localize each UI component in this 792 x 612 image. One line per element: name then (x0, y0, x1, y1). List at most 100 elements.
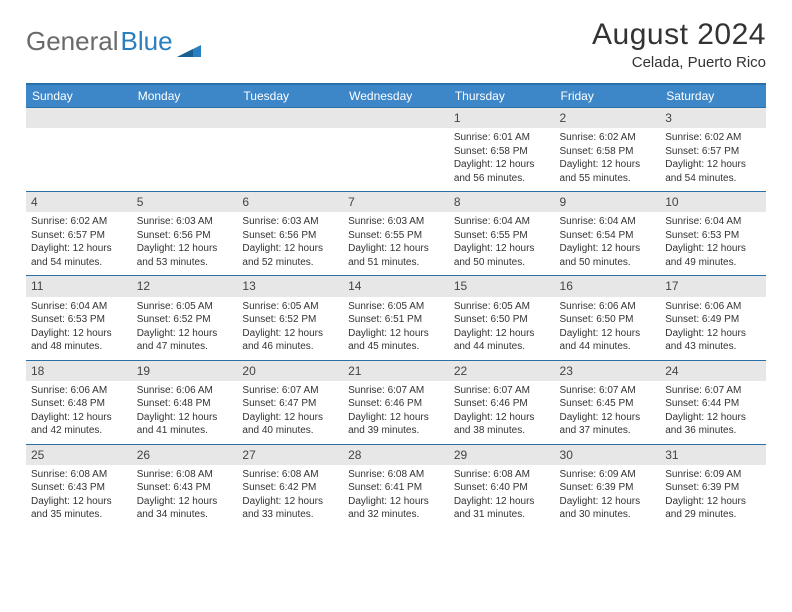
location: Celada, Puerto Rico (592, 54, 766, 71)
daylight-line: Daylight: 12 hours and 48 minutes. (31, 327, 127, 354)
daylight-line: Daylight: 12 hours and 49 minutes. (665, 242, 761, 269)
day-cell: 18Sunrise: 6:06 AMSunset: 6:48 PMDayligh… (26, 360, 132, 444)
day-number: 11 (26, 276, 132, 296)
day-number: 24 (660, 361, 766, 381)
daylight-line: Daylight: 12 hours and 50 minutes. (454, 242, 550, 269)
day-number: 12 (132, 276, 238, 296)
brand-logo: GeneralBlue (26, 18, 201, 57)
sunrise-line: Sunrise: 6:07 AM (242, 384, 338, 398)
day-number: 6 (237, 192, 343, 212)
day-number: 21 (343, 361, 449, 381)
daylight-line: Daylight: 12 hours and 42 minutes. (31, 411, 127, 438)
sunrise-line: Sunrise: 6:07 AM (665, 384, 761, 398)
day-number: 5 (132, 192, 238, 212)
day-cell: 7Sunrise: 6:03 AMSunset: 6:55 PMDaylight… (343, 192, 449, 276)
sunset-line: Sunset: 6:42 PM (242, 481, 338, 495)
day-cell: 4Sunrise: 6:02 AMSunset: 6:57 PMDaylight… (26, 192, 132, 276)
day-cell: 29Sunrise: 6:08 AMSunset: 6:40 PMDayligh… (449, 444, 555, 528)
daylight-line: Daylight: 12 hours and 54 minutes. (665, 158, 761, 185)
sunrise-line: Sunrise: 6:04 AM (560, 215, 656, 229)
day-number: 13 (237, 276, 343, 296)
sunset-line: Sunset: 6:53 PM (665, 229, 761, 243)
daylight-line: Daylight: 12 hours and 30 minutes. (560, 495, 656, 522)
day-cell: 9Sunrise: 6:04 AMSunset: 6:54 PMDaylight… (555, 192, 661, 276)
day-cell: 15Sunrise: 6:05 AMSunset: 6:50 PMDayligh… (449, 276, 555, 360)
daylight-line: Daylight: 12 hours and 40 minutes. (242, 411, 338, 438)
sunset-line: Sunset: 6:52 PM (137, 313, 233, 327)
sunset-line: Sunset: 6:58 PM (454, 145, 550, 159)
empty-cell (237, 108, 343, 192)
daylight-line: Daylight: 12 hours and 43 minutes. (665, 327, 761, 354)
sunrise-line: Sunrise: 6:02 AM (560, 131, 656, 145)
day-cell: 3Sunrise: 6:02 AMSunset: 6:57 PMDaylight… (660, 108, 766, 192)
daylight-line: Daylight: 12 hours and 37 minutes. (560, 411, 656, 438)
daylight-line: Daylight: 12 hours and 32 minutes. (348, 495, 444, 522)
day-cell: 23Sunrise: 6:07 AMSunset: 6:45 PMDayligh… (555, 360, 661, 444)
day-header: Wednesday (343, 84, 449, 108)
sunset-line: Sunset: 6:43 PM (31, 481, 127, 495)
day-cell: 16Sunrise: 6:06 AMSunset: 6:50 PMDayligh… (555, 276, 661, 360)
daylight-line: Daylight: 12 hours and 34 minutes. (137, 495, 233, 522)
sunset-line: Sunset: 6:56 PM (137, 229, 233, 243)
sunset-line: Sunset: 6:39 PM (665, 481, 761, 495)
daylight-line: Daylight: 12 hours and 33 minutes. (242, 495, 338, 522)
sunset-line: Sunset: 6:49 PM (665, 313, 761, 327)
day-number: 9 (555, 192, 661, 212)
day-number: 30 (555, 445, 661, 465)
sunset-line: Sunset: 6:57 PM (31, 229, 127, 243)
day-number: 18 (26, 361, 132, 381)
day-cell: 22Sunrise: 6:07 AMSunset: 6:46 PMDayligh… (449, 360, 555, 444)
sunset-line: Sunset: 6:48 PM (137, 397, 233, 411)
day-number: 17 (660, 276, 766, 296)
sunset-line: Sunset: 6:48 PM (31, 397, 127, 411)
day-number: 27 (237, 445, 343, 465)
daylight-line: Daylight: 12 hours and 35 minutes. (31, 495, 127, 522)
sunset-line: Sunset: 6:41 PM (348, 481, 444, 495)
sunrise-line: Sunrise: 6:05 AM (137, 300, 233, 314)
daylight-line: Daylight: 12 hours and 52 minutes. (242, 242, 338, 269)
sunset-line: Sunset: 6:56 PM (242, 229, 338, 243)
sunset-line: Sunset: 6:40 PM (454, 481, 550, 495)
sunrise-line: Sunrise: 6:03 AM (242, 215, 338, 229)
day-cell: 12 Sunrise: 6:05 AMSunset: 6:52 PMDayligh… (132, 276, 238, 360)
day-cell: 24Sunrise: 6:07 AMSunset: 6:44 PMDayligh… (660, 360, 766, 444)
sunrise-line: Sunrise: 6:08 AM (348, 468, 444, 482)
sunrise-line: Sunrise: 6:07 AM (454, 384, 550, 398)
sunrise-line: Sunrise: 6:04 AM (31, 300, 127, 314)
daylight-line: Daylight: 12 hours and 53 minutes. (137, 242, 233, 269)
daynum-empty (237, 108, 343, 128)
sunset-line: Sunset: 6:50 PM (560, 313, 656, 327)
daylight-line: Daylight: 12 hours and 46 minutes. (242, 327, 338, 354)
empty-cell (26, 108, 132, 192)
day-number: 10 (660, 192, 766, 212)
calendar-body: 1Sunrise: 6:01 AMSunset: 6:58 PMDaylight… (26, 108, 766, 529)
brand-part2: Blue (121, 26, 173, 57)
daylight-line: Daylight: 12 hours and 47 minutes. (137, 327, 233, 354)
sunset-line: Sunset: 6:43 PM (137, 481, 233, 495)
sunset-line: Sunset: 6:46 PM (454, 397, 550, 411)
empty-cell (132, 108, 238, 192)
daynum-empty (343, 108, 449, 128)
day-cell: 26Sunrise: 6:08 AMSunset: 6:43 PMDayligh… (132, 444, 238, 528)
sunrise-line: Sunrise: 6:06 AM (665, 300, 761, 314)
daylight-line: Daylight: 12 hours and 50 minutes. (560, 242, 656, 269)
calendar-page: GeneralBlue August 2024 Celada, Puerto R… (0, 0, 792, 538)
day-number: 26 (132, 445, 238, 465)
day-number: 31 (660, 445, 766, 465)
day-number: 22 (449, 361, 555, 381)
day-cell: 17 Sunrise: 6:06 AMSunset: 6:49 PMDayligh… (660, 276, 766, 360)
daylight-line: Daylight: 12 hours and 41 minutes. (137, 411, 233, 438)
daylight-line: Daylight: 12 hours and 51 minutes. (348, 242, 444, 269)
daynum-empty (26, 108, 132, 128)
sunset-line: Sunset: 6:51 PM (348, 313, 444, 327)
day-number: 4 (26, 192, 132, 212)
sunset-line: Sunset: 6:44 PM (665, 397, 761, 411)
day-cell: 28 Sunrise: 6:08 AMSunset: 6:41 PMDayligh… (343, 444, 449, 528)
day-number: 28 (343, 445, 449, 465)
daylight-line: Daylight: 12 hours and 44 minutes. (454, 327, 550, 354)
header: GeneralBlue August 2024 Celada, Puerto R… (26, 18, 766, 71)
day-header: Saturday (660, 84, 766, 108)
sunset-line: Sunset: 6:39 PM (560, 481, 656, 495)
sunrise-line: Sunrise: 6:08 AM (242, 468, 338, 482)
daylight-line: Daylight: 12 hours and 31 minutes. (454, 495, 550, 522)
